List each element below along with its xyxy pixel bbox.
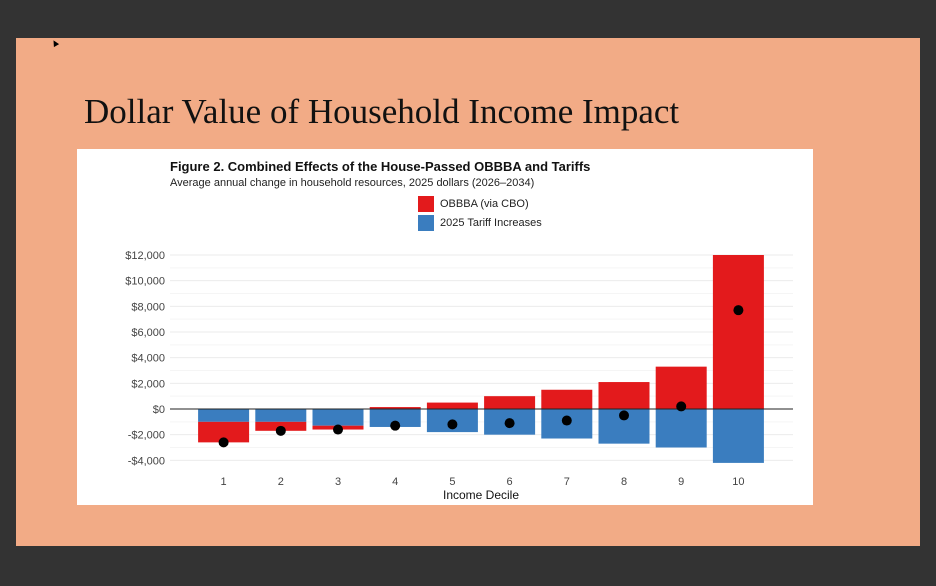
y-tick-label: $12,000	[125, 250, 165, 262]
y-tick-label: $4,000	[131, 353, 165, 365]
x-tick-label: 5	[449, 476, 455, 488]
chart-subtitle: Average annual change in household resou…	[170, 177, 535, 189]
x-tick-label: 7	[564, 476, 570, 488]
x-tick-label: 4	[392, 476, 398, 488]
bar-tariff	[369, 409, 421, 427]
bar-obbba	[712, 255, 764, 409]
x-tick-label: 3	[335, 476, 341, 488]
net-dot	[390, 420, 401, 431]
bars	[198, 255, 764, 463]
x-axis-label: Income Decile	[443, 488, 519, 502]
bar-obbba	[541, 389, 593, 409]
legend-swatch-obbba	[418, 196, 434, 212]
net-dot	[676, 401, 687, 412]
x-tick-label: 1	[221, 476, 227, 488]
slide-title: Dollar Value of Household Income Impact	[84, 92, 680, 131]
bar-tariff	[255, 409, 307, 422]
bar-tariff	[712, 409, 764, 463]
bar-tariff	[655, 409, 707, 448]
bar-obbba	[369, 407, 421, 409]
legend-label-obbba: OBBBA (via CBO)	[440, 198, 529, 210]
net-dot	[733, 305, 744, 316]
x-tick-label: 2	[278, 476, 284, 488]
net-dots	[218, 305, 744, 448]
x-tick-label: 10	[732, 476, 744, 488]
net-dot	[275, 425, 286, 436]
net-dot	[218, 437, 229, 448]
chart-area: $12,000 $10,000 $8,000 $6,000 $4,000 $2,000 $0…	[125, 250, 793, 502]
y-tick-label: $6,000	[131, 327, 165, 339]
y-tick-label: $8,000	[131, 301, 165, 313]
y-tick-label: -$2,000	[128, 430, 165, 442]
bar-obbba	[198, 421, 250, 443]
y-tick-label: $2,000	[131, 378, 165, 390]
y-tick-label: -$4,000	[128, 455, 165, 467]
y-tick-label: $0	[153, 404, 165, 416]
legend-swatch-tariff	[418, 215, 434, 231]
figure-panel: Figure 2. Combined Effects of the House-…	[77, 149, 813, 505]
bar-tariff	[312, 409, 364, 426]
x-axis: 1 2 3 4 5 6 7 8 9 10	[221, 476, 745, 488]
legend-item-obbba: OBBBA (via CBO)	[418, 196, 529, 212]
x-tick-label: 8	[621, 476, 627, 488]
bar-obbba	[598, 382, 650, 409]
x-tick-label: 6	[507, 476, 513, 488]
slide: Dollar Value of Household Income Impact …	[16, 38, 920, 546]
net-dot	[333, 424, 343, 435]
x-tick-label: 9	[678, 476, 684, 488]
bar-obbba	[484, 396, 536, 409]
legend-item-tariff: 2025 Tariff Increases	[418, 215, 542, 231]
net-dot	[447, 419, 458, 430]
chart-title: Figure 2. Combined Effects of the House-…	[170, 159, 591, 174]
legend-label-tariff: 2025 Tariff Increases	[440, 217, 542, 229]
bar-tariff	[198, 409, 250, 422]
y-tick-label: $10,000	[125, 276, 165, 288]
bar-obbba	[426, 402, 478, 409]
net-dot	[619, 410, 629, 421]
y-axis: $12,000 $10,000 $8,000 $6,000 $4,000 $2,000 $0…	[125, 250, 165, 467]
net-dot	[561, 415, 572, 426]
net-dot	[504, 418, 515, 429]
